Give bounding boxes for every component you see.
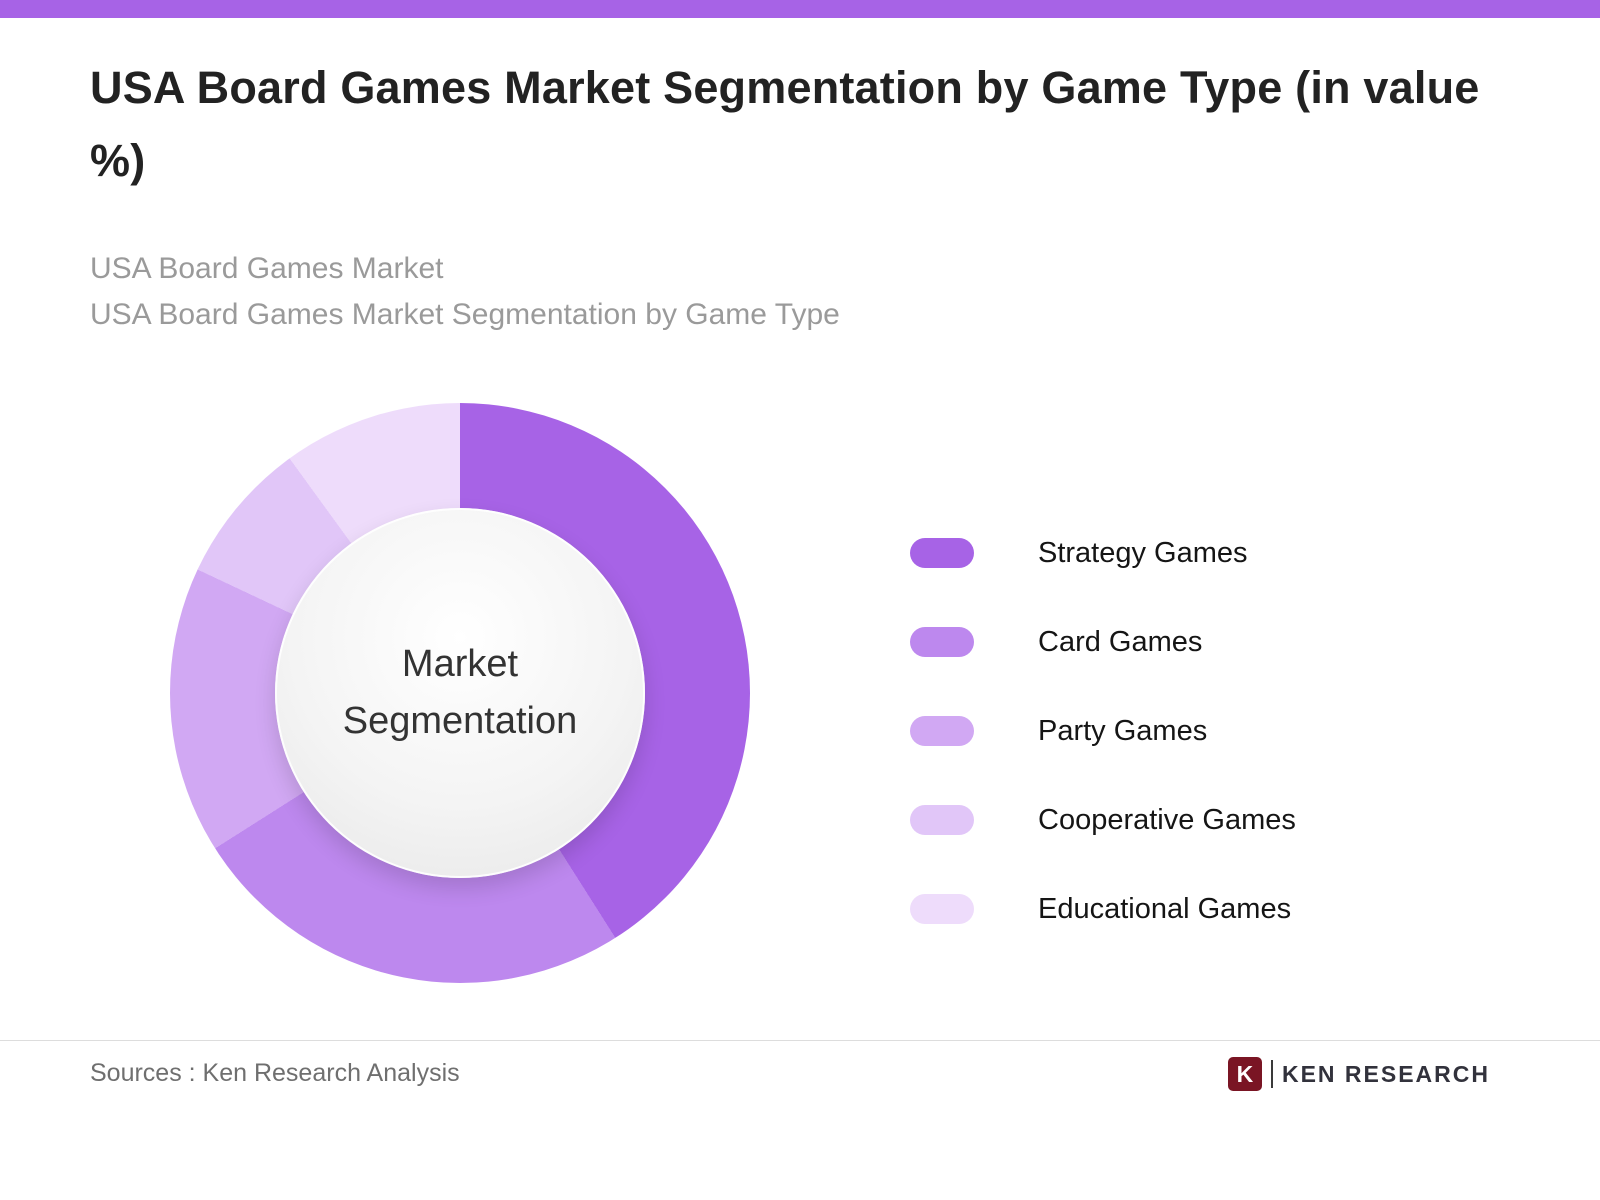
legend-item: Card Games	[910, 626, 1296, 659]
donut-center-label: Market Segmentation	[342, 642, 578, 742]
legend-swatch	[910, 627, 974, 658]
chart-section: Market Segmentation Strategy Games Card G…	[90, 402, 1510, 983]
legend-item: Party Games	[910, 715, 1296, 748]
legend-swatch	[910, 716, 974, 747]
legend-label: Party Games	[1038, 714, 1208, 747]
page-title: USA Board Games Market Segmentation by G…	[90, 62, 1480, 186]
legend-item: Educational Games	[910, 893, 1296, 926]
brand-name: KEN RESEARCH	[1281, 1060, 1490, 1087]
legend-label: Educational Games	[1038, 892, 1292, 925]
brand-logo: K KEN RESEARCH	[1227, 1057, 1490, 1091]
legend-label: Strategy Games	[1038, 536, 1248, 569]
donut-chart: Market Segmentation	[170, 402, 750, 983]
legend-item: Cooperative Games	[910, 804, 1296, 837]
content-area: USA Board Games Market Segmentation by G…	[90, 62, 1510, 983]
source-text: Sources : Ken Research Analysis	[90, 1059, 460, 1087]
legend-swatch	[910, 805, 974, 836]
legend-label: Card Games	[1038, 625, 1203, 658]
top-accent-bar	[0, 0, 1600, 18]
subtitle-line-2: USA Board Games Market Segmentation by G…	[90, 298, 840, 332]
legend-swatch	[910, 894, 974, 925]
legend: Strategy Games Card Games Party Games Coope…	[910, 537, 1296, 926]
footer: Sources : Ken Research Analysis K KEN RE…	[0, 1040, 1600, 1200]
brand-logo-icon: K	[1227, 1057, 1262, 1091]
donut-center: Market Segmentation	[275, 507, 645, 878]
brand-logo-divider	[1270, 1060, 1273, 1088]
legend-label: Cooperative Games	[1038, 803, 1296, 836]
subtitle-block: USA Board Games Market USA Board Games M…	[90, 246, 1510, 339]
subtitle-line-1: USA Board Games Market	[90, 251, 444, 285]
legend-item: Strategy Games	[910, 537, 1296, 570]
legend-swatch	[910, 538, 974, 569]
